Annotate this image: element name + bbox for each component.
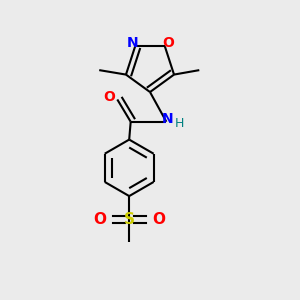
Text: N: N (162, 112, 174, 126)
Text: S: S (124, 212, 135, 227)
Text: N: N (127, 36, 139, 50)
Text: O: O (162, 36, 174, 50)
Text: O: O (93, 212, 106, 227)
Text: H: H (175, 117, 184, 130)
Text: O: O (152, 212, 165, 227)
Text: O: O (103, 89, 115, 103)
